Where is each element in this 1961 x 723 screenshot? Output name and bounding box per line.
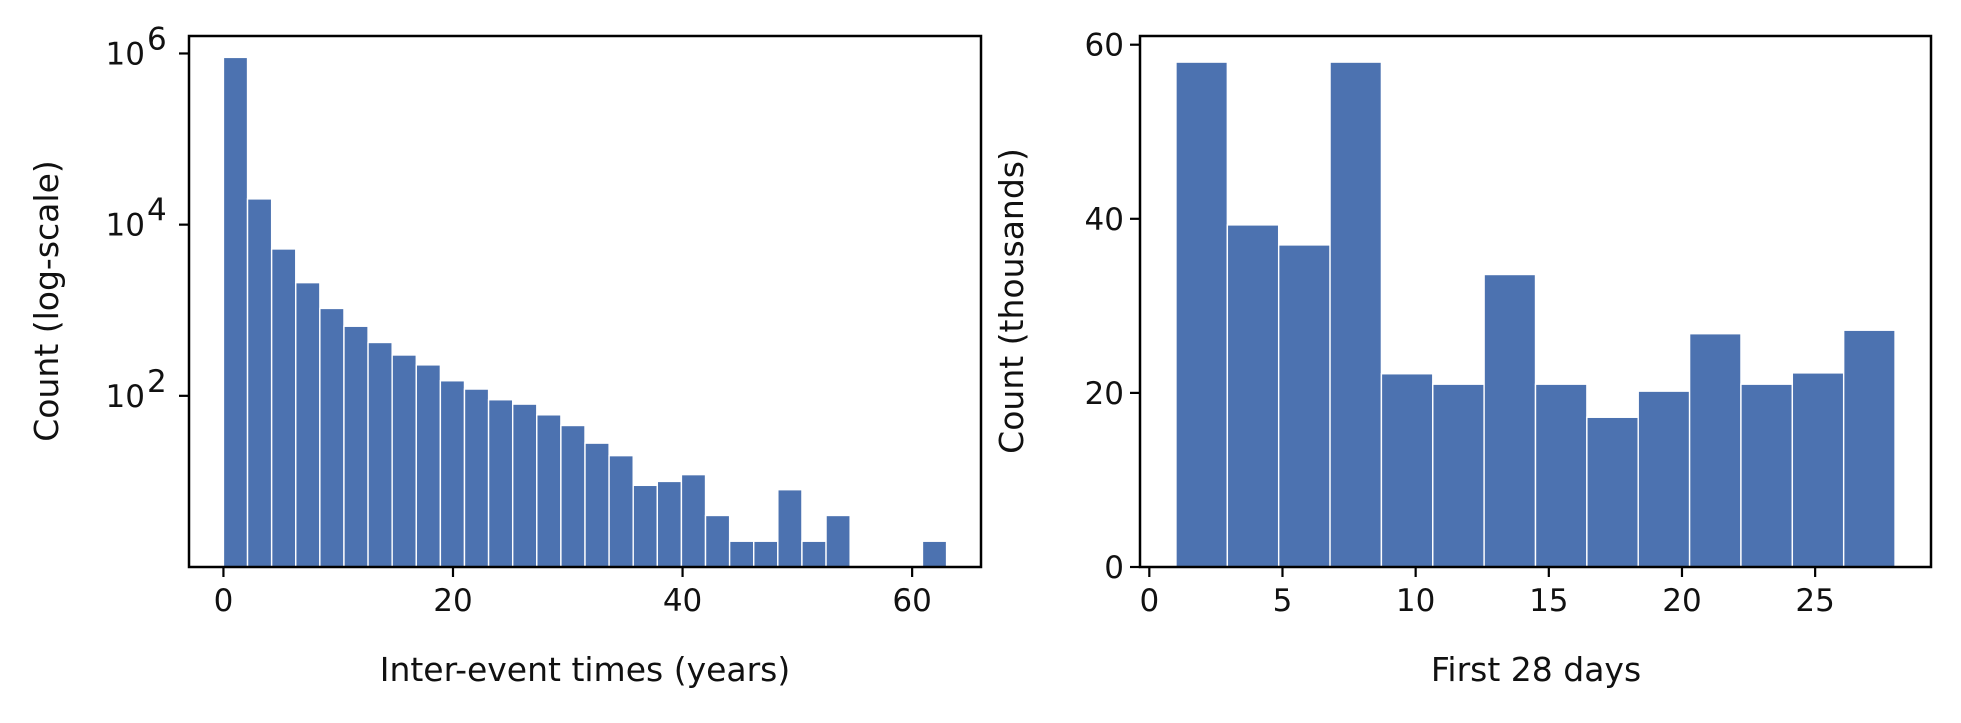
left-histogram-bar [656, 480, 683, 568]
right-histogram-bar [1791, 372, 1845, 568]
left-y-tick-label: 10 [106, 208, 145, 244]
right-x-tick-label: 15 [1529, 583, 1568, 619]
right-plot-frame [1138, 34, 1933, 569]
right-y-ticks: 0 20 40 60 [1085, 28, 1140, 586]
right-histogram-bar [1380, 373, 1434, 568]
right-histogram-bar [1534, 383, 1588, 568]
right-histogram-bar [1842, 329, 1896, 568]
left-histogram-bar [680, 473, 707, 568]
left-histogram-bar [343, 325, 369, 568]
left-y-tick-exponent: 6 [147, 21, 167, 57]
right-histogram-panel: 0 5 10 15 20 25 0 20 40 60 First 28 days Count (… [992, 28, 1933, 689]
left-histogram-bar [584, 442, 610, 568]
left-histogram-bar [753, 540, 779, 568]
right-x-tick-label: 0 [1139, 583, 1159, 619]
left-histogram-bar [295, 281, 321, 568]
left-x-tick-label: 40 [663, 583, 702, 619]
right-x-tick-label: 25 [1795, 583, 1834, 619]
left-histogram-bar [608, 454, 634, 568]
right-x-tick-label: 10 [1396, 583, 1435, 619]
right-histogram-bar [1483, 273, 1537, 568]
left-x-tick-label: 0 [214, 583, 234, 619]
left-bars [222, 56, 948, 568]
left-x-tick-label: 60 [892, 583, 931, 619]
left-histogram-bar [704, 514, 731, 568]
left-y-tick-exponent: 4 [147, 193, 167, 229]
left-histogram-bar [560, 424, 586, 568]
right-histogram-bar [1740, 383, 1794, 568]
right-y-tick-label: 40 [1085, 202, 1124, 238]
right-histogram-bar [1688, 333, 1742, 568]
right-histogram-bar [1432, 383, 1485, 568]
left-histogram-bar [270, 248, 297, 568]
right-histogram-bar [1637, 390, 1691, 568]
left-histogram-bar [463, 388, 490, 568]
left-histogram-bar [415, 364, 442, 568]
left-histogram-bar [777, 489, 803, 568]
left-histogram-bar [391, 354, 417, 568]
left-y-axis-label: Count (log-scale) [27, 160, 66, 441]
left-y-tick-label: 10 [106, 379, 145, 415]
left-x-ticks: 0 20 40 60 [214, 567, 932, 619]
left-histogram-bar [511, 403, 538, 568]
right-histogram-bar [1586, 416, 1639, 568]
left-y-tick-exponent: 2 [147, 364, 167, 400]
left-histogram-bar [487, 399, 514, 568]
left-histogram-bar [921, 540, 948, 568]
left-histogram-bar [367, 341, 393, 568]
left-x-tick-label: 20 [433, 583, 472, 619]
right-x-axis-label: First 28 days [1431, 650, 1641, 689]
right-x-tick-label: 5 [1273, 583, 1293, 619]
right-histogram-bar [1175, 61, 1229, 568]
right-histogram-bar [1226, 224, 1280, 568]
left-histogram-bar [801, 540, 827, 568]
right-y-tick-label: 60 [1085, 28, 1124, 64]
left-plot-frame [187, 34, 983, 569]
left-histogram-bar [439, 380, 466, 568]
right-histogram-bar [1329, 61, 1383, 568]
left-y-tick-label: 10 [106, 36, 145, 72]
left-histogram-bar [246, 198, 273, 568]
right-histogram-bar [1277, 244, 1331, 568]
left-histogram-bar [825, 514, 851, 568]
left-histogram-bar [632, 484, 659, 568]
right-bars [1175, 61, 1896, 568]
left-histogram-bar [536, 414, 562, 568]
left-histogram-bar [319, 307, 345, 568]
right-y-axis-label: Count (thousands) [992, 148, 1031, 454]
right-y-tick-label: 0 [1104, 550, 1124, 586]
right-y-tick-label: 20 [1085, 376, 1124, 412]
left-histogram-bar [222, 56, 249, 568]
left-x-axis-label: Inter-event times (years) [380, 650, 791, 689]
left-histogram-bar [728, 540, 755, 568]
right-x-ticks: 0 5 10 15 20 25 [1139, 567, 1835, 619]
right-x-tick-label: 20 [1662, 583, 1701, 619]
